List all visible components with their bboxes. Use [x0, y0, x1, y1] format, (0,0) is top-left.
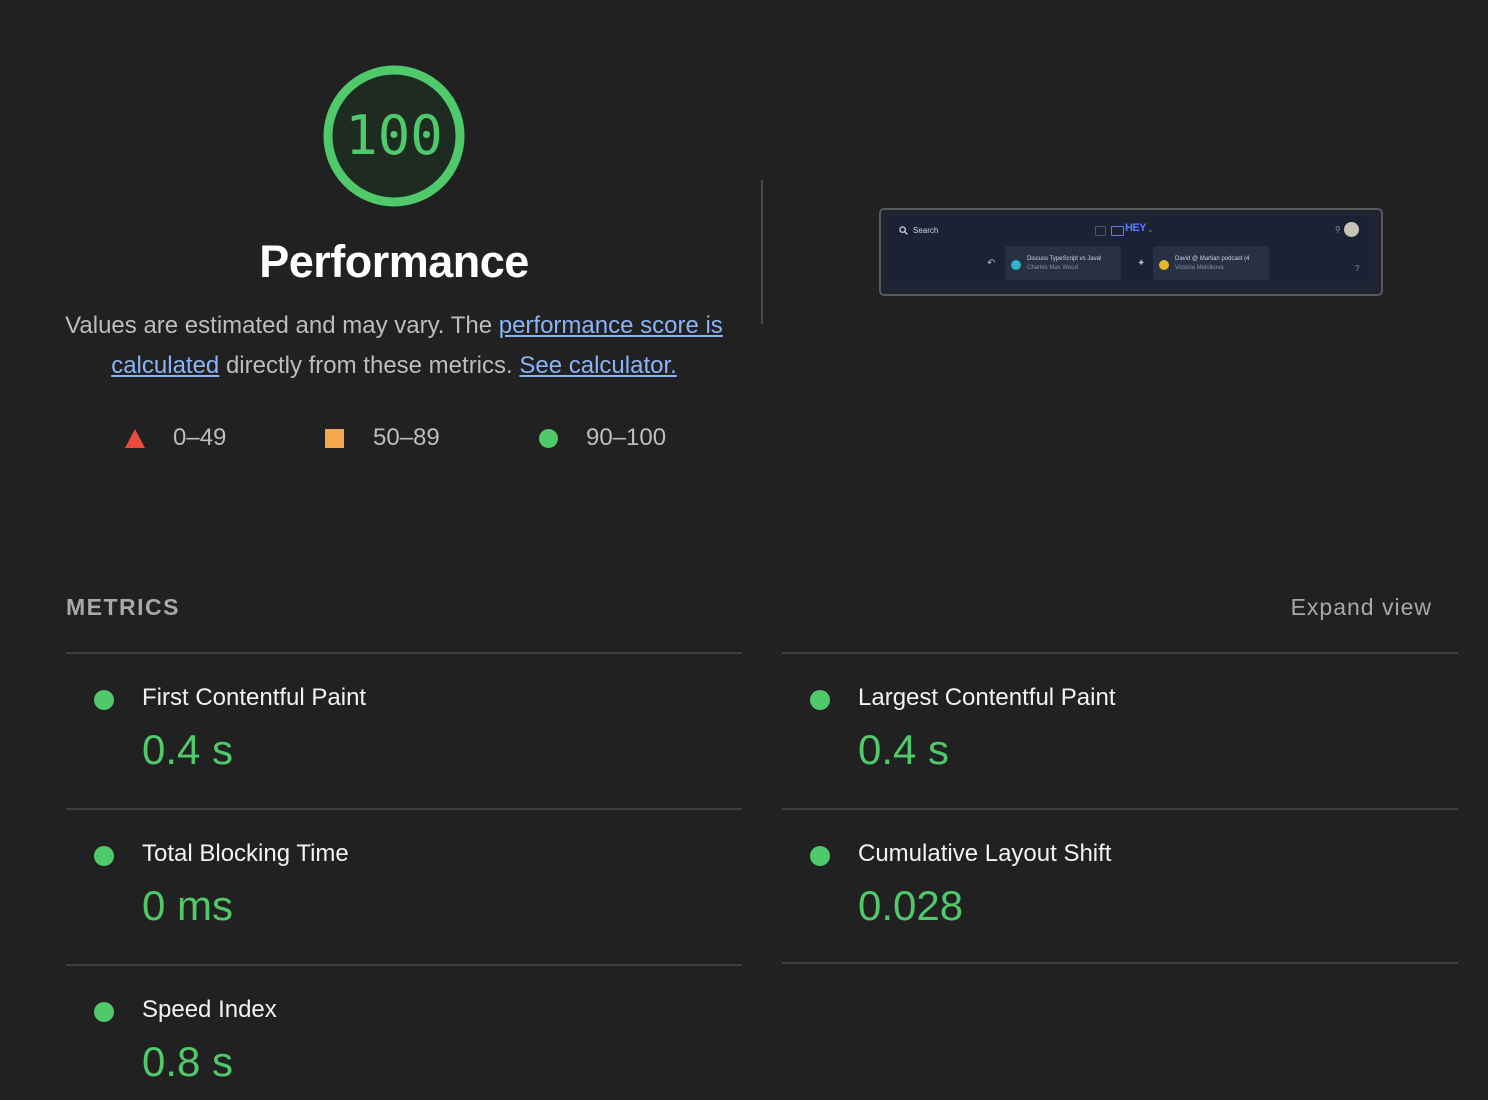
metric-value: 0 ms	[142, 882, 234, 929]
score-scale-legend: 0–49 50–89 90–100	[0, 418, 788, 458]
calendar-icon	[1095, 226, 1106, 236]
divider	[66, 964, 742, 966]
see-calculator-link[interactable]: See calculator.	[519, 352, 677, 379]
metric-value: 0.4 s	[142, 726, 234, 773]
pass-circle-icon	[810, 846, 830, 866]
metric-speed-index: Speed Index 0.8 s	[66, 966, 742, 1100]
legend-item-average: 50–89	[325, 418, 440, 458]
thumbnail-card: Discuss TypeScript vs Java! Charles Max …	[1005, 246, 1121, 280]
avatar[interactable]	[1344, 222, 1359, 237]
triangle-icon	[125, 428, 145, 448]
category-title: Performance	[259, 236, 529, 287]
legend-item-fail: 0–49	[125, 418, 226, 458]
avatar	[1159, 260, 1169, 270]
hey-logo: HEY	[1125, 222, 1147, 234]
link-icon: ⚲	[1335, 225, 1341, 234]
avatar	[1011, 260, 1021, 270]
card-title: David @ Martian podcast (4	[1175, 256, 1250, 262]
pass-circle-icon	[94, 846, 114, 866]
performance-score-link[interactable]: performance score is calculated	[111, 312, 723, 379]
final-screenshot-thumbnail[interactable]: Search HEY ⌄ ⚲ ↶ Discuss TypeScript vs J…	[879, 208, 1383, 296]
gauge-ring-icon	[323, 65, 465, 207]
thumbnail-page: Search HEY ⌄ ⚲ ↶ Discuss TypeScript vs J…	[889, 216, 1371, 286]
category-description: Values are estimated and may vary. The p…	[60, 306, 728, 386]
divider	[782, 652, 1458, 654]
metric-total-blocking-time: Total Blocking Time 0 ms	[66, 810, 742, 964]
metric-value: 0.028	[858, 882, 964, 929]
chevron-down-icon: ⌄	[1147, 225, 1154, 234]
metrics-heading: METRICS	[66, 594, 180, 620]
vertical-divider	[761, 180, 763, 324]
square-icon	[325, 428, 344, 448]
metric-cumulative-layout-shift: Cumulative Layout Shift 0.028	[782, 810, 1458, 964]
metric-name: Speed Index	[142, 996, 277, 1023]
metric-name: Largest Contentful Paint	[858, 684, 1116, 711]
card-subtitle: Charles Max Wood	[1027, 265, 1078, 271]
divider	[66, 808, 742, 810]
metric-value: 0.8 s	[142, 1038, 234, 1085]
thumbnail-search-text: Search	[913, 226, 939, 235]
metric-largest-contentful-paint: Largest Contentful Paint 0.4 s	[782, 654, 1458, 808]
legend-range: 50–89	[373, 424, 440, 451]
divider	[66, 652, 742, 654]
divider	[782, 962, 1458, 964]
card-subtitle: Victoria Melnikova	[1175, 265, 1224, 271]
pass-circle-icon	[94, 690, 114, 710]
metric-name: Cumulative Layout Shift	[858, 840, 1112, 867]
help-icon: ?	[1355, 264, 1360, 273]
pass-circle-icon	[94, 1002, 114, 1022]
circle-icon	[539, 428, 558, 448]
legend-item-pass: 90–100	[539, 418, 666, 458]
pin-icon: ✦	[1137, 258, 1146, 269]
legend-range: 0–49	[173, 424, 227, 451]
expand-view-toggle[interactable]: Expand view	[1290, 594, 1432, 620]
pass-circle-icon	[810, 690, 830, 710]
search-icon	[899, 226, 908, 235]
metric-value: 0.4 s	[858, 726, 950, 773]
performance-gauge: 100	[322, 64, 466, 208]
divider	[782, 808, 1458, 810]
reply-icon: ↶	[987, 258, 996, 269]
metric-first-contentful-paint: First Contentful Paint 0.4 s	[66, 654, 742, 808]
card-title: Discuss TypeScript vs Java!	[1027, 256, 1102, 262]
gauge-score: 100	[345, 104, 443, 167]
description-text: Values are estimated and may vary. The	[65, 312, 499, 339]
envelope-icon	[1111, 226, 1124, 236]
legend-range: 90–100	[586, 424, 667, 451]
description-text: directly from these metrics.	[219, 352, 520, 379]
thumbnail-card: David @ Martian podcast (4 Victoria Meln…	[1153, 246, 1269, 280]
metric-name: First Contentful Paint	[142, 684, 367, 711]
metric-name: Total Blocking Time	[142, 840, 349, 867]
